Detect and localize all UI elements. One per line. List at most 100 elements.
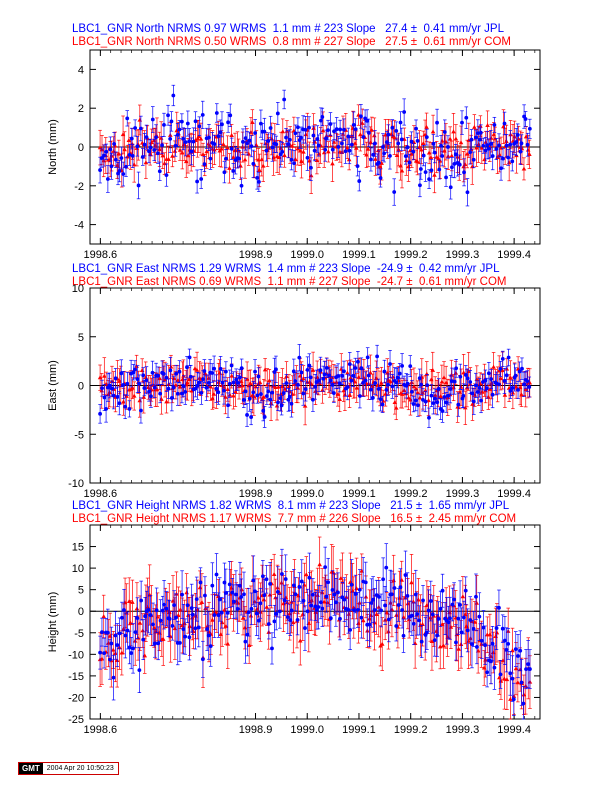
- north-jpl-point: [334, 127, 339, 132]
- north-jpl-point: [108, 147, 113, 152]
- north-jpl-point: [483, 148, 488, 153]
- east-jpl-point: [111, 393, 116, 398]
- east-jpl-point: [226, 403, 230, 408]
- north-com-point: [331, 139, 337, 144]
- north-com-point: [230, 154, 236, 159]
- north-jpl-point: [342, 127, 346, 132]
- east-com-point: [164, 399, 169, 404]
- height-com-point: [248, 613, 254, 618]
- north-jpl-point: [268, 126, 273, 130]
- north-com-point: [353, 145, 359, 150]
- north-jpl-point: [247, 138, 252, 143]
- height-com-point: [210, 617, 215, 622]
- north-jpl-point: [195, 179, 200, 184]
- north-com-point: [320, 128, 326, 133]
- east-jpl-point: [525, 379, 530, 384]
- north-jpl-point: [440, 154, 445, 158]
- north-jpl-point: [323, 147, 328, 152]
- height-com-point: [101, 614, 107, 619]
- height-com-point: [498, 678, 504, 683]
- north-com-point: [137, 117, 143, 122]
- east-jpl-point: [527, 385, 532, 389]
- east-jpl-point: [115, 394, 120, 399]
- height-y-tick-label: 10: [72, 563, 84, 575]
- east-com-point: [229, 373, 235, 378]
- east-jpl-point: [107, 383, 112, 388]
- east-com-point: [342, 392, 348, 397]
- north-jpl-point: [255, 175, 260, 180]
- height-y-tick-label: -10: [68, 649, 84, 661]
- north-jpl-point: [104, 149, 109, 154]
- east-com-point: [308, 381, 314, 386]
- east-jpl-point: [235, 380, 240, 385]
- height-com-point: [521, 692, 527, 697]
- north-jpl-point: [319, 118, 323, 123]
- height-jpl-point: [123, 633, 128, 638]
- east-jpl-point: [359, 366, 364, 371]
- height-com-point: [223, 623, 229, 628]
- east-jpl-point: [429, 393, 434, 398]
- east-com-point: [157, 376, 163, 381]
- east-jpl-point: [249, 415, 254, 419]
- east-jpl-point: [324, 366, 329, 370]
- north-jpl-point: [525, 142, 530, 147]
- east-com-point: [177, 384, 183, 389]
- north-jpl-point: [312, 148, 317, 153]
- east-com-point: [441, 375, 447, 380]
- east-jpl-point: [313, 384, 318, 389]
- east-jpl-point: [361, 380, 366, 385]
- north-jpl-point: [270, 145, 275, 150]
- north-jpl-point: [237, 156, 241, 161]
- east-jpl-point: [510, 386, 515, 390]
- east-com-point: [487, 386, 493, 391]
- north-com-point: [290, 143, 295, 148]
- east-jpl-point: [289, 401, 294, 406]
- north-com-point: [221, 141, 226, 146]
- east-jpl-point: [416, 403, 420, 408]
- east-jpl-point: [223, 369, 228, 374]
- height-com-point: [197, 585, 203, 590]
- north-com-point: [474, 145, 479, 150]
- north-com-point: [447, 136, 453, 141]
- north-jpl-point: [175, 132, 180, 137]
- east-jpl-point: [212, 366, 217, 371]
- north-jpl-point: [353, 127, 358, 132]
- east-com-point: [380, 398, 386, 403]
- height-com-point: [219, 620, 225, 625]
- height-com-point: [121, 626, 126, 631]
- east-com-point: [173, 382, 179, 387]
- north-jpl-point: [338, 127, 343, 132]
- north-com-point: [330, 161, 335, 166]
- east-com-point: [393, 405, 399, 410]
- north-jpl-point: [112, 141, 117, 146]
- north-jpl-point: [173, 143, 178, 148]
- north-com-point: [160, 153, 166, 158]
- east-com-point: [335, 391, 341, 396]
- north-jpl-point: [169, 119, 174, 124]
- height-com-point: [261, 597, 267, 602]
- east-jpl-point: [506, 355, 511, 360]
- north-jpl-point: [392, 190, 397, 194]
- height-frame: [89, 524, 541, 720]
- east-com-point: [97, 375, 103, 380]
- east-jpl-point: [516, 388, 520, 392]
- north-y-tick-label: 2: [78, 103, 84, 115]
- north-jpl-point: [497, 143, 501, 148]
- height-jpl-point: [129, 651, 134, 655]
- east-jpl-point: [485, 386, 489, 391]
- height-com-point: [242, 625, 248, 630]
- north-jpl-point: [307, 125, 311, 130]
- east-jpl-point: [502, 379, 507, 383]
- east-jpl-point: [411, 402, 416, 406]
- east-jpl-point: [270, 390, 275, 395]
- east-jpl-point: [195, 383, 200, 388]
- east-com-point: [424, 371, 430, 376]
- height-com-point: [134, 606, 140, 611]
- north-jpl-point: [501, 156, 505, 161]
- height-com-point: [401, 615, 406, 620]
- east-jpl-point: [321, 376, 326, 381]
- height-y-tick-label: -20: [68, 692, 84, 704]
- east-jpl-point: [262, 415, 267, 419]
- north-jpl-point: [160, 143, 164, 148]
- north-com-point: [229, 133, 234, 138]
